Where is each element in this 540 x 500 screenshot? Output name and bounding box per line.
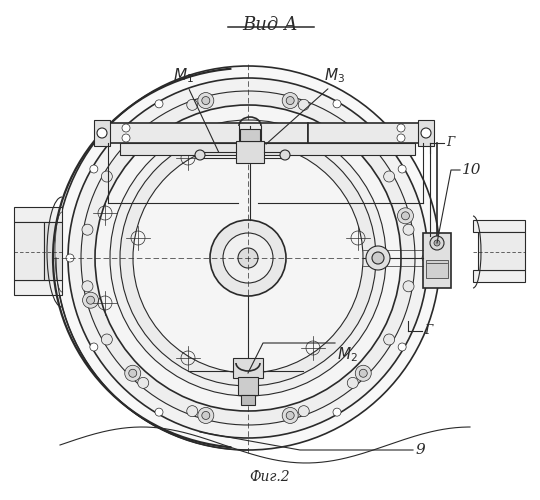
Circle shape [195, 150, 205, 160]
Bar [14, 207, 62, 222]
Circle shape [383, 171, 395, 182]
Circle shape [82, 281, 93, 292]
Circle shape [397, 134, 405, 142]
Circle shape [210, 220, 286, 296]
Bar [14, 280, 62, 295]
Circle shape [138, 378, 148, 388]
Bar [240, 129, 260, 141]
Bar [426, 260, 448, 278]
Text: $M_3$: $M_3$ [325, 66, 346, 85]
Circle shape [155, 408, 163, 416]
Text: 9: 9 [415, 443, 425, 457]
Circle shape [198, 408, 214, 424]
Circle shape [202, 412, 210, 420]
Circle shape [155, 100, 163, 108]
Text: Г: Г [424, 324, 432, 338]
Circle shape [372, 252, 384, 264]
Circle shape [138, 128, 148, 138]
Circle shape [95, 105, 401, 411]
Circle shape [430, 236, 444, 250]
Circle shape [403, 224, 414, 235]
Circle shape [97, 128, 107, 138]
Circle shape [120, 130, 376, 386]
Bar [478, 232, 525, 270]
Bar [108, 123, 308, 143]
Text: $M_2$: $M_2$ [336, 345, 357, 364]
Circle shape [403, 281, 414, 292]
Bar [238, 377, 258, 395]
Circle shape [401, 212, 409, 220]
Circle shape [90, 165, 98, 173]
Circle shape [333, 408, 341, 416]
Circle shape [223, 233, 273, 283]
Circle shape [398, 165, 406, 173]
Circle shape [347, 128, 358, 138]
Circle shape [286, 96, 294, 104]
Circle shape [286, 412, 294, 420]
Circle shape [122, 134, 130, 142]
Bar [473, 270, 525, 282]
Circle shape [355, 366, 372, 382]
Circle shape [133, 143, 363, 373]
Circle shape [333, 100, 341, 108]
Circle shape [102, 171, 112, 182]
Circle shape [129, 370, 137, 378]
Circle shape [198, 92, 214, 108]
Bar [241, 395, 255, 405]
Bar [308, 123, 423, 143]
Circle shape [102, 334, 112, 345]
Bar [233, 358, 263, 378]
Circle shape [422, 254, 430, 262]
Bar [14, 222, 44, 280]
Circle shape [83, 292, 99, 308]
Bar [473, 220, 525, 232]
Circle shape [202, 96, 210, 104]
Bar [418, 120, 434, 146]
Text: Г: Г [446, 136, 454, 149]
Circle shape [397, 208, 414, 224]
Bar [120, 143, 415, 155]
Circle shape [280, 150, 290, 160]
Circle shape [383, 334, 395, 345]
Text: Фиг.2: Фиг.2 [249, 470, 291, 484]
Bar [236, 141, 264, 163]
Circle shape [434, 240, 440, 246]
Circle shape [125, 134, 141, 150]
Circle shape [298, 100, 309, 110]
Circle shape [56, 66, 440, 450]
Circle shape [82, 224, 93, 235]
Circle shape [298, 406, 309, 416]
Circle shape [86, 296, 94, 304]
Circle shape [397, 124, 405, 132]
Circle shape [366, 246, 390, 270]
Circle shape [110, 120, 386, 396]
Circle shape [238, 248, 258, 268]
Circle shape [129, 138, 137, 146]
Circle shape [421, 128, 431, 138]
Circle shape [125, 366, 141, 382]
Circle shape [68, 78, 428, 438]
Circle shape [90, 343, 98, 351]
Bar [44, 222, 62, 280]
Text: 10: 10 [462, 163, 482, 177]
Circle shape [347, 378, 358, 388]
Text: Вид А: Вид А [242, 16, 298, 34]
Circle shape [355, 134, 372, 150]
Circle shape [66, 254, 74, 262]
Circle shape [187, 100, 198, 110]
Bar [94, 120, 110, 146]
Circle shape [359, 370, 367, 378]
Circle shape [359, 138, 367, 146]
Circle shape [187, 406, 198, 416]
Bar [423, 233, 451, 288]
Text: $M_1$: $M_1$ [173, 66, 193, 85]
Circle shape [81, 91, 415, 425]
Circle shape [122, 124, 130, 132]
Circle shape [398, 343, 406, 351]
Circle shape [282, 408, 298, 424]
Circle shape [282, 92, 298, 108]
